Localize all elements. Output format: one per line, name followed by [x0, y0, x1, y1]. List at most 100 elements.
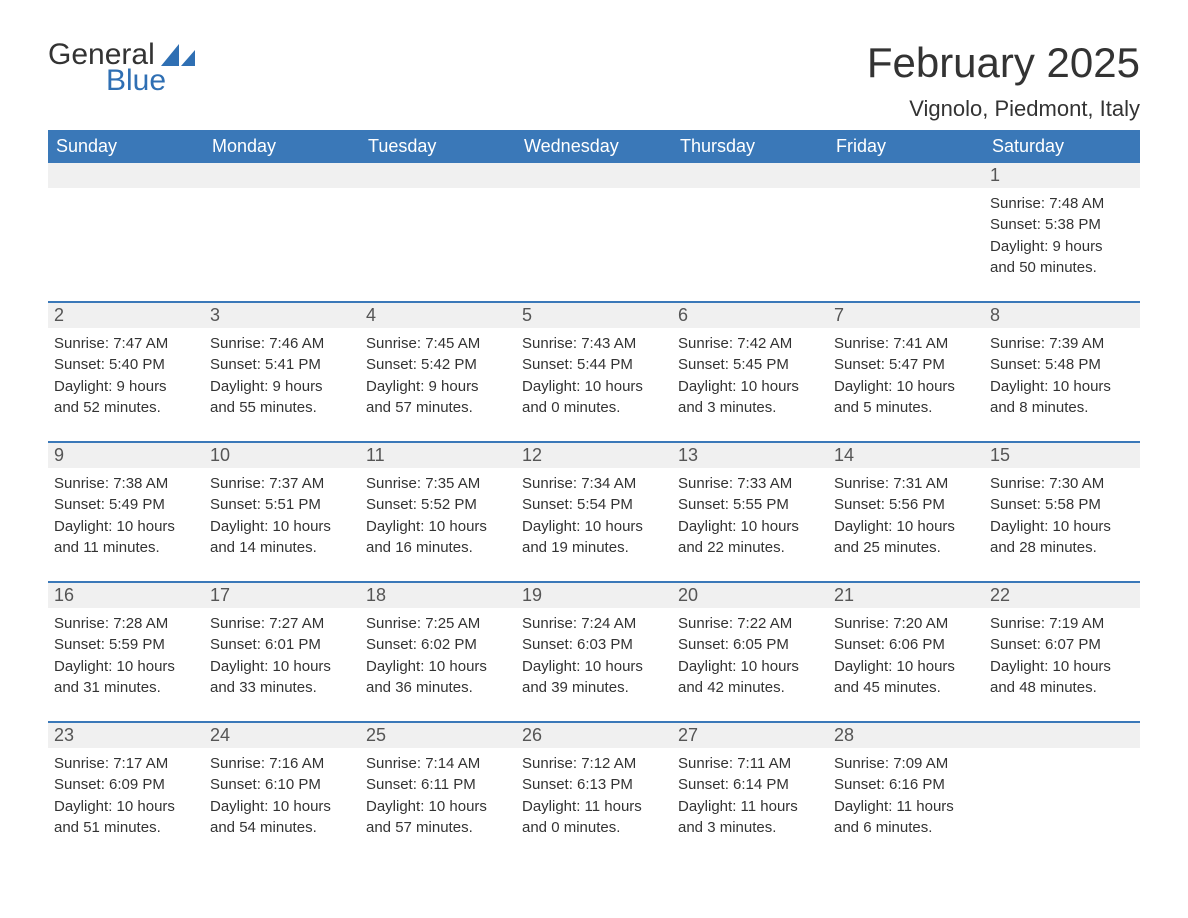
day-day1: Daylight: 10 hours: [990, 517, 1134, 537]
day-body: Sunrise: 7:16 AMSunset: 6:10 PMDaylight:…: [204, 754, 360, 838]
day-body: Sunrise: 7:38 AMSunset: 5:49 PMDaylight:…: [48, 474, 204, 558]
day-body: Sunrise: 7:37 AMSunset: 5:51 PMDaylight:…: [204, 474, 360, 558]
day-day1: Daylight: 10 hours: [522, 657, 666, 677]
day-day2: and 54 minutes.: [210, 818, 354, 838]
day-number: 22: [984, 583, 1140, 608]
day-body: Sunrise: 7:28 AMSunset: 5:59 PMDaylight:…: [48, 614, 204, 698]
day-number: [672, 163, 828, 188]
weekday-wednesday: Wednesday: [516, 130, 672, 163]
day-body: Sunrise: 7:42 AMSunset: 5:45 PMDaylight:…: [672, 334, 828, 418]
day-sunrise: Sunrise: 7:35 AM: [366, 474, 510, 494]
weekday-friday: Friday: [828, 130, 984, 163]
day-cell: 10Sunrise: 7:37 AMSunset: 5:51 PMDayligh…: [204, 443, 360, 567]
day-body: Sunrise: 7:39 AMSunset: 5:48 PMDaylight:…: [984, 334, 1140, 418]
day-cell: 9Sunrise: 7:38 AMSunset: 5:49 PMDaylight…: [48, 443, 204, 567]
day-sunset: Sunset: 6:13 PM: [522, 775, 666, 795]
day-body: Sunrise: 7:41 AMSunset: 5:47 PMDaylight:…: [828, 334, 984, 418]
day-number: [516, 163, 672, 188]
day-sunset: Sunset: 6:01 PM: [210, 635, 354, 655]
day-sunrise: Sunrise: 7:31 AM: [834, 474, 978, 494]
day-sunrise: Sunrise: 7:48 AM: [990, 194, 1134, 214]
day-cell: 16Sunrise: 7:28 AMSunset: 5:59 PMDayligh…: [48, 583, 204, 707]
weekday-saturday: Saturday: [984, 130, 1140, 163]
day-day1: Daylight: 9 hours: [54, 377, 198, 397]
day-day2: and 19 minutes.: [522, 538, 666, 558]
weekday-sunday: Sunday: [48, 130, 204, 163]
week-row: 9Sunrise: 7:38 AMSunset: 5:49 PMDaylight…: [48, 441, 1140, 567]
brand-word2: Blue: [106, 66, 195, 96]
day-body: Sunrise: 7:22 AMSunset: 6:05 PMDaylight:…: [672, 614, 828, 698]
week-row: 16Sunrise: 7:28 AMSunset: 5:59 PMDayligh…: [48, 581, 1140, 707]
day-day2: and 3 minutes.: [678, 818, 822, 838]
day-sunset: Sunset: 5:49 PM: [54, 495, 198, 515]
day-day1: Daylight: 10 hours: [522, 517, 666, 537]
day-day2: and 39 minutes.: [522, 678, 666, 698]
day-cell: 17Sunrise: 7:27 AMSunset: 6:01 PMDayligh…: [204, 583, 360, 707]
day-sunrise: Sunrise: 7:16 AM: [210, 754, 354, 774]
day-body: Sunrise: 7:31 AMSunset: 5:56 PMDaylight:…: [828, 474, 984, 558]
day-cell: 21Sunrise: 7:20 AMSunset: 6:06 PMDayligh…: [828, 583, 984, 707]
day-number: 26: [516, 723, 672, 748]
day-cell: 14Sunrise: 7:31 AMSunset: 5:56 PMDayligh…: [828, 443, 984, 567]
day-day1: Daylight: 10 hours: [210, 657, 354, 677]
day-cell: 4Sunrise: 7:45 AMSunset: 5:42 PMDaylight…: [360, 303, 516, 427]
day-sunrise: Sunrise: 7:42 AM: [678, 334, 822, 354]
day-number: 20: [672, 583, 828, 608]
day-day2: and 6 minutes.: [834, 818, 978, 838]
day-cell: 20 Sunrise: 7:22 AMSunset: 6:05 PMDayligh…: [672, 583, 828, 707]
day-sunset: Sunset: 5:38 PM: [990, 215, 1134, 235]
day-sunrise: Sunrise: 7:24 AM: [522, 614, 666, 634]
day-cell: 28Sunrise: 7:09 AMSunset: 6:16 PMDayligh…: [828, 723, 984, 847]
day-sunrise: Sunrise: 7:28 AM: [54, 614, 198, 634]
day-day1: Daylight: 10 hours: [678, 377, 822, 397]
day-day1: Daylight: 10 hours: [834, 377, 978, 397]
day-sunset: Sunset: 5:42 PM: [366, 355, 510, 375]
day-sunrise: Sunrise: 7:47 AM: [54, 334, 198, 354]
weekday-thursday: Thursday: [672, 130, 828, 163]
day-day2: and 51 minutes.: [54, 818, 198, 838]
day-sunset: Sunset: 6:09 PM: [54, 775, 198, 795]
day-day2: and 33 minutes.: [210, 678, 354, 698]
day-sunrise: Sunrise: 7:11 AM: [678, 754, 822, 774]
day-sunrise: Sunrise: 7:41 AM: [834, 334, 978, 354]
day-day2: and 3 minutes.: [678, 398, 822, 418]
header: General Blue February 2025 Vignolo, Pied…: [48, 40, 1140, 122]
day-day2: and 28 minutes.: [990, 538, 1134, 558]
day-cell: 3Sunrise: 7:46 AMSunset: 5:41 PMDaylight…: [204, 303, 360, 427]
day-number: 8: [984, 303, 1140, 328]
day-body: Sunrise: 7:47 AMSunset: 5:40 PMDaylight:…: [48, 334, 204, 418]
day-sunset: Sunset: 5:45 PM: [678, 355, 822, 375]
day-sunrise: Sunrise: 7:37 AM: [210, 474, 354, 494]
day-cell: 19Sunrise: 7:24 AMSunset: 6:03 PMDayligh…: [516, 583, 672, 707]
day-number: [204, 163, 360, 188]
day-day2: and 0 minutes.: [522, 818, 666, 838]
day-cell: 15Sunrise: 7:30 AMSunset: 5:58 PMDayligh…: [984, 443, 1140, 567]
day-day1: Daylight: 11 hours: [834, 797, 978, 817]
day-sunset: Sunset: 6:02 PM: [366, 635, 510, 655]
day-body: Sunrise: 7:14 AMSunset: 6:11 PMDaylight:…: [360, 754, 516, 838]
day-sunset: Sunset: 6:05 PM: [678, 635, 822, 655]
day-sunrise: Sunrise: 7:25 AM: [366, 614, 510, 634]
day-day1: Daylight: 10 hours: [990, 377, 1134, 397]
day-day1: Daylight: 10 hours: [678, 657, 822, 677]
day-sunrise: Sunrise: 7:30 AM: [990, 474, 1134, 494]
day-sunrise: Sunrise: 7:46 AM: [210, 334, 354, 354]
day-sunset: Sunset: 6:16 PM: [834, 775, 978, 795]
day-day2: and 57 minutes.: [366, 818, 510, 838]
day-cell: 27Sunrise: 7:11 AMSunset: 6:14 PMDayligh…: [672, 723, 828, 847]
day-cell: 12Sunrise: 7:34 AMSunset: 5:54 PMDayligh…: [516, 443, 672, 567]
day-number: 15: [984, 443, 1140, 468]
day-number: 24: [204, 723, 360, 748]
day-sunrise: Sunrise: 7:17 AM: [54, 754, 198, 774]
day-sunset: Sunset: 5:44 PM: [522, 355, 666, 375]
day-sunset: Sunset: 5:52 PM: [366, 495, 510, 515]
day-number: 25: [360, 723, 516, 748]
day-number: 3: [204, 303, 360, 328]
day-sunset: Sunset: 5:59 PM: [54, 635, 198, 655]
day-number: 17: [204, 583, 360, 608]
day-day2: and 31 minutes.: [54, 678, 198, 698]
day-sunset: Sunset: 5:56 PM: [834, 495, 978, 515]
day-sunset: Sunset: 6:03 PM: [522, 635, 666, 655]
day-sunset: Sunset: 5:51 PM: [210, 495, 354, 515]
day-sunrise: Sunrise: 7:33 AM: [678, 474, 822, 494]
